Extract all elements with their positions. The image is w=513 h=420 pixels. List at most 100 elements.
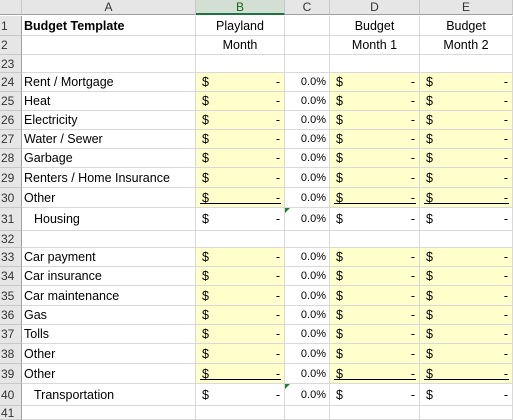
playland-amount-cell[interactable]: $ - (196, 111, 285, 130)
row-header-40[interactable]: 40 (0, 384, 22, 406)
subtotal-percent-cell[interactable]: 0.0% (285, 384, 330, 406)
month2-amount-cell[interactable]: $ - (420, 168, 513, 188)
row-header-36[interactable]: 36 (0, 306, 22, 325)
row-header-29[interactable]: 29 (0, 168, 22, 188)
percent-cell[interactable]: 0.0% (285, 73, 330, 92)
empty-cell-d32[interactable] (330, 231, 420, 248)
month1-amount-cell[interactable]: $ - (330, 92, 420, 111)
month2-amount-cell[interactable]: $ - (420, 248, 513, 267)
percent-cell[interactable]: 0.0% (285, 344, 330, 364)
playland-amount-cell[interactable]: $ - (196, 168, 285, 188)
empty-cell-a23[interactable] (22, 55, 196, 73)
month2-amount-cell[interactable]: $ - (420, 286, 513, 306)
month2-amount-cell[interactable]: $ - (420, 149, 513, 168)
expense-label-cell[interactable]: Other (22, 364, 196, 384)
month2-amount-cell[interactable]: $ - (420, 130, 513, 149)
percent-cell[interactable]: 0.0% (285, 306, 330, 325)
month-header-b[interactable]: Month (196, 36, 285, 55)
month1-subtotal-cell[interactable]: $ - (330, 208, 420, 231)
percent-cell[interactable]: 0.0% (285, 286, 330, 306)
row-header-26[interactable]: 26 (0, 111, 22, 130)
month2-amount-cell[interactable]: $ - (420, 92, 513, 111)
empty-cell-a41[interactable] (22, 406, 196, 420)
empty-cell-c1[interactable] (285, 16, 330, 36)
percent-cell[interactable]: 0.0% (285, 111, 330, 130)
subtotal-percent-cell[interactable]: 0.0% (285, 208, 330, 231)
empty-cell-c32[interactable] (285, 231, 330, 248)
playland-subtotal-cell[interactable]: $ - (196, 384, 285, 406)
row-header-31[interactable]: 31 (0, 208, 22, 231)
percent-cell[interactable]: 0.0% (285, 149, 330, 168)
row-header-32[interactable]: 32 (0, 231, 22, 248)
expense-label-cell[interactable]: Car maintenance (22, 286, 196, 306)
budget-header-d[interactable]: Budget (330, 16, 420, 36)
subtotal-label-cell[interactable]: Housing (22, 208, 196, 231)
row-header-2[interactable]: 2 (0, 36, 22, 55)
row-header-37[interactable]: 37 (0, 325, 22, 344)
month1-amount-cell[interactable]: $ - (330, 364, 420, 384)
expense-label-cell[interactable]: Garbage (22, 149, 196, 168)
playland-amount-cell[interactable]: $ - (196, 364, 285, 384)
title-cell[interactable]: Budget Template (22, 16, 196, 36)
playland-subtotal-cell[interactable]: $ - (196, 208, 285, 231)
percent-cell[interactable]: 0.0% (285, 248, 330, 267)
empty-cell-c23[interactable] (285, 55, 330, 73)
row-header-27[interactable]: 27 (0, 130, 22, 149)
month1-amount-cell[interactable]: $ - (330, 188, 420, 208)
playland-amount-cell[interactable]: $ - (196, 267, 285, 286)
subtotal-label-cell[interactable]: Transportation (22, 384, 196, 406)
column-header-b[interactable]: B (196, 0, 285, 15)
month1-amount-cell[interactable]: $ - (330, 306, 420, 325)
expense-label-cell[interactable]: Electricity (22, 111, 196, 130)
month2-amount-cell[interactable]: $ - (420, 344, 513, 364)
month1-amount-cell[interactable]: $ - (330, 325, 420, 344)
month1-amount-cell[interactable]: $ - (330, 168, 420, 188)
column-header-c[interactable]: C (285, 0, 330, 15)
month1-amount-cell[interactable]: $ - (330, 286, 420, 306)
month1-amount-cell[interactable]: $ - (330, 344, 420, 364)
select-all-corner[interactable] (0, 0, 22, 15)
empty-cell-e32[interactable] (420, 231, 513, 248)
percent-cell[interactable]: 0.0% (285, 188, 330, 208)
expense-label-cell[interactable]: Car insurance (22, 267, 196, 286)
month1-amount-cell[interactable]: $ - (330, 267, 420, 286)
row-header-24[interactable]: 24 (0, 73, 22, 92)
row-header-38[interactable]: 38 (0, 344, 22, 364)
empty-cell-b23[interactable] (196, 55, 285, 73)
month1-header-d[interactable]: Month 1 (330, 36, 420, 55)
expense-label-cell[interactable]: Rent / Mortgage (22, 73, 196, 92)
expense-label-cell[interactable]: Car payment (22, 248, 196, 267)
playland-amount-cell[interactable]: $ - (196, 286, 285, 306)
expense-label-cell[interactable]: Renters / Home Insurance (22, 168, 196, 188)
playland-header-cell[interactable]: Playland (196, 16, 285, 36)
playland-amount-cell[interactable]: $ - (196, 188, 285, 208)
column-header-a[interactable]: A (22, 0, 196, 15)
empty-cell-d41[interactable] (330, 406, 420, 420)
month1-amount-cell[interactable]: $ - (330, 130, 420, 149)
playland-amount-cell[interactable]: $ - (196, 306, 285, 325)
row-header-34[interactable]: 34 (0, 267, 22, 286)
row-header-23[interactable]: 23 (0, 55, 22, 73)
percent-cell[interactable]: 0.0% (285, 168, 330, 188)
expense-label-cell[interactable]: Other (22, 188, 196, 208)
month2-subtotal-cell[interactable]: $ - (420, 384, 513, 406)
empty-cell-c2[interactable] (285, 36, 330, 55)
row-header-33[interactable]: 33 (0, 248, 22, 267)
playland-amount-cell[interactable]: $ - (196, 149, 285, 168)
month2-amount-cell[interactable]: $ - (420, 188, 513, 208)
month2-amount-cell[interactable]: $ - (420, 111, 513, 130)
empty-cell-a32[interactable] (22, 231, 196, 248)
expense-label-cell[interactable]: Gas (22, 306, 196, 325)
expense-label-cell[interactable]: Heat (22, 92, 196, 111)
percent-cell[interactable]: 0.0% (285, 325, 330, 344)
expense-label-cell[interactable]: Water / Sewer (22, 130, 196, 149)
month1-amount-cell[interactable]: $ - (330, 111, 420, 130)
empty-cell-a2[interactable] (22, 36, 196, 55)
month2-subtotal-cell[interactable]: $ - (420, 208, 513, 231)
playland-amount-cell[interactable]: $ - (196, 130, 285, 149)
column-header-e[interactable]: E (420, 0, 513, 15)
expense-label-cell[interactable]: Tolls (22, 325, 196, 344)
column-header-d[interactable]: D (330, 0, 420, 15)
percent-cell[interactable]: 0.0% (285, 267, 330, 286)
percent-cell[interactable]: 0.0% (285, 130, 330, 149)
